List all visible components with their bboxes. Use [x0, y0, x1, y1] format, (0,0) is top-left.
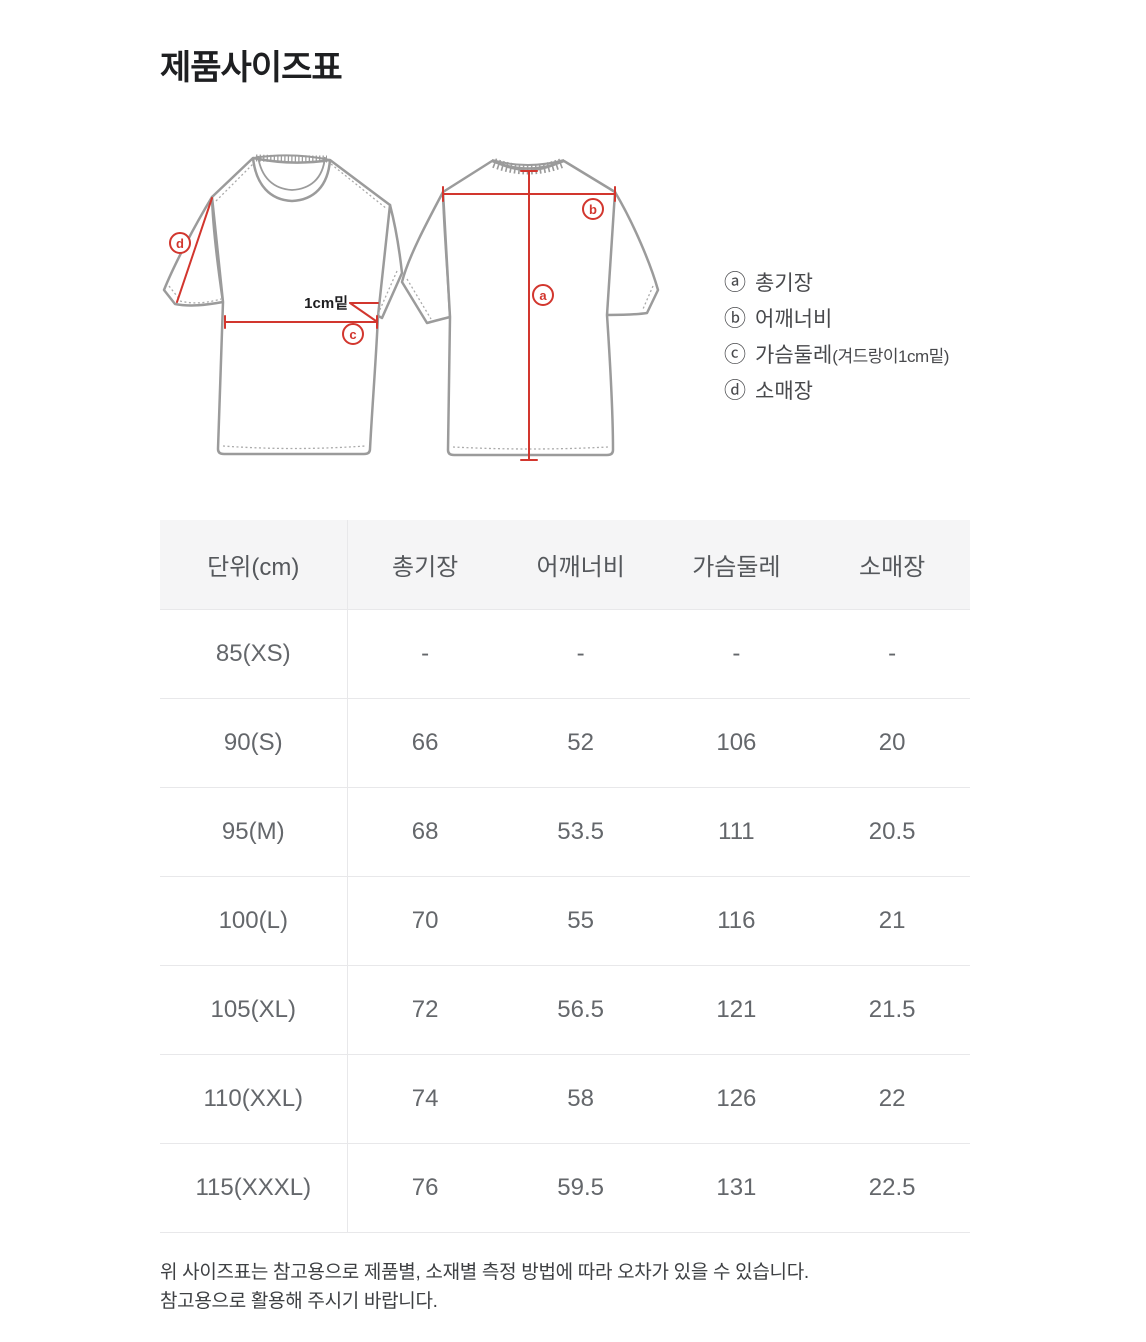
measure-value-cell: 56.5 [502, 965, 659, 1055]
size-label-cell: 115(XXXL) [160, 1143, 348, 1233]
size-label-cell: 100(L) [160, 876, 348, 966]
measure-value-cell: 52 [502, 698, 659, 788]
measurement-badge-letters: d c a b [176, 202, 597, 342]
measure-value-cell: 70 [347, 876, 503, 966]
legend-note: (겨드랑이1cm밑) [832, 347, 949, 366]
measure-value-cell: 66 [347, 698, 503, 788]
size-table: 단위(cm) 총기장 어깨너비 가슴둘레 소매장 85(XS) - - - -90(S)… [160, 520, 970, 1233]
measure-value-cell: 20 [814, 698, 970, 788]
size-label-cell: 110(XXL) [160, 1054, 348, 1144]
measure-value-cell: 22 [814, 1054, 970, 1144]
table-row: 100(L) 70 55 116 21 [160, 876, 970, 966]
measure-legend: ⓐ 총기장 ⓑ 어깨너비 ⓒ 가슴둘레(겨드랑이1cm밑) ⓓ 소매장 [724, 266, 949, 410]
size-label-cell: 85(XS) [160, 609, 348, 699]
legend-label: 총기장 [755, 272, 813, 295]
header-shoulder-width: 어깨너비 [502, 520, 659, 610]
table-row: 95(M) 68 53.5 111 20.5 [160, 787, 970, 877]
sleeve-length-line [176, 197, 213, 303]
header-row: 단위(cm) 총기장 어깨너비 가슴둘레 소매장 [160, 520, 970, 610]
table-row: 110(XXL) 74 58 126 22 [160, 1054, 970, 1144]
measure-value-cell: 116 [658, 876, 815, 966]
measure-value-cell: 58 [502, 1054, 659, 1144]
measurement-lines [176, 170, 616, 461]
measure-value-cell: 21 [814, 876, 970, 966]
badge-b-letter: b [589, 202, 597, 217]
measure-value-cell: 72 [347, 965, 503, 1055]
size-label-cell: 95(M) [160, 787, 348, 877]
legend-label: 어깨너비 [755, 308, 833, 331]
measure-value-cell: - [347, 609, 503, 699]
measure-value-cell: 53.5 [502, 787, 659, 877]
header-chest: 가슴둘레 [658, 520, 815, 610]
legend-label: 가슴둘레 [755, 344, 833, 367]
footnote: 위 사이즈표는 참고용으로 제품별, 소재별 측정 방법에 따라 오차가 있을 … [160, 1258, 809, 1316]
measure-value-cell: 21.5 [814, 965, 970, 1055]
badge-d-letter: d [176, 236, 184, 251]
measure-value-cell: - [814, 609, 970, 699]
measure-value-cell: 55 [502, 876, 659, 966]
footnote-line-2: 참고용으로 활용해 주시기 바랍니다. [160, 1291, 438, 1312]
table-row: 90(S) 66 52 106 20 [160, 698, 970, 788]
measure-value-cell: 20.5 [814, 787, 970, 877]
header-total-length: 총기장 [347, 520, 503, 610]
legend-label: 소매장 [755, 380, 813, 403]
chest-note-label: 1cm밑 [304, 294, 348, 312]
measure-value-cell: 131 [658, 1143, 815, 1233]
legend-item-shoulder-width: ⓑ 어깨너비 [724, 302, 949, 338]
legend-item-chest: ⓒ 가슴둘레(겨드랑이1cm밑) [724, 338, 949, 374]
circled-d-icon: ⓓ [724, 378, 747, 403]
page-title: 제품사이즈표 [160, 49, 343, 87]
size-table-body: 85(XS) - - - -90(S) 66 52 106 20 95(M) 68 53.5 111 20… [160, 609, 970, 1233]
back-stitch-lines [406, 278, 654, 450]
legend-item-sleeve-length: ⓓ 소매장 [724, 374, 949, 410]
size-table-header: 단위(cm) 총기장 어깨너비 가슴둘레 소매장 [160, 520, 970, 610]
header-sleeve-length: 소매장 [814, 520, 970, 610]
circled-a-icon: ⓐ [724, 270, 747, 295]
measure-value-cell: 59.5 [502, 1143, 659, 1233]
badge-d-circle [169, 232, 191, 254]
legend-item-total-length: ⓐ 총기장 [724, 266, 949, 302]
back-collar-ribbing [491, 158, 565, 175]
size-label-cell: 105(XL) [160, 965, 348, 1055]
measure-value-cell: 76 [347, 1143, 503, 1233]
footnote-line-1: 위 사이즈표는 참고용으로 제품별, 소재별 측정 방법에 따라 오차가 있을 … [160, 1262, 809, 1283]
front-tshirt-drawing [162, 156, 404, 456]
measure-value-cell: 68 [347, 787, 503, 877]
header-unit: 단위(cm) [160, 520, 348, 610]
measure-value-cell: 111 [658, 787, 815, 877]
measurement-badges [169, 198, 604, 345]
table-row: 85(XS) - - - - [160, 609, 970, 699]
measure-value-cell: - [502, 609, 659, 699]
measure-value-cell: 22.5 [814, 1143, 970, 1233]
measure-value-cell: 74 [347, 1054, 503, 1144]
measure-value-cell: 106 [658, 698, 815, 788]
badge-c-circle [342, 323, 364, 345]
measure-value-cell: 126 [658, 1054, 815, 1144]
size-label-cell: 90(S) [160, 698, 348, 788]
badge-b-circle [582, 198, 604, 220]
table-row: 115(XXXL) 76 59.5 131 22.5 [160, 1143, 970, 1233]
badge-c-letter: c [349, 327, 356, 342]
measure-value-cell: - [658, 609, 815, 699]
front-collar [251, 154, 332, 203]
size-diagram: d c a b 1cm밑 [162, 154, 660, 461]
badge-a-circle [532, 284, 554, 306]
measure-value-cell: 121 [658, 965, 815, 1055]
badge-a-letter: a [539, 288, 547, 303]
circled-c-icon: ⓒ [724, 342, 747, 367]
table-row: 105(XL) 72 56.5 121 21.5 [160, 965, 970, 1055]
circled-b-icon: ⓑ [724, 306, 747, 331]
